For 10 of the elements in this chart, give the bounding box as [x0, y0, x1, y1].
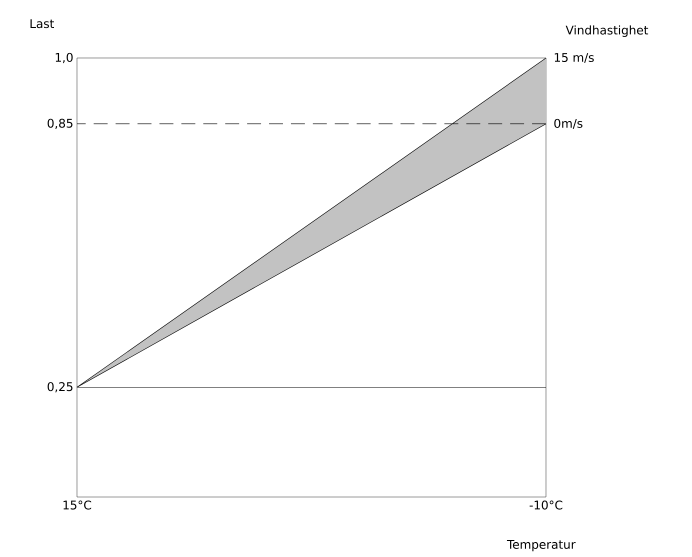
y2-tick-label: 15 m/s: [554, 53, 594, 63]
x-axis-title: Temperatur: [506, 540, 576, 552]
y-axis-title: Last: [30, 19, 54, 28]
y-tick-label: 1,0: [56, 52, 73, 64]
y2-tick-label: 0m/s: [554, 118, 582, 129]
y2-axis-title: Vindhastighet: [566, 25, 648, 37]
x-tick-label: -10°C: [530, 500, 562, 510]
x-tick-label: 15°C: [64, 500, 92, 510]
y-tick-label: 0,85: [48, 118, 72, 129]
y-tick-label: 0,25: [48, 382, 72, 392]
